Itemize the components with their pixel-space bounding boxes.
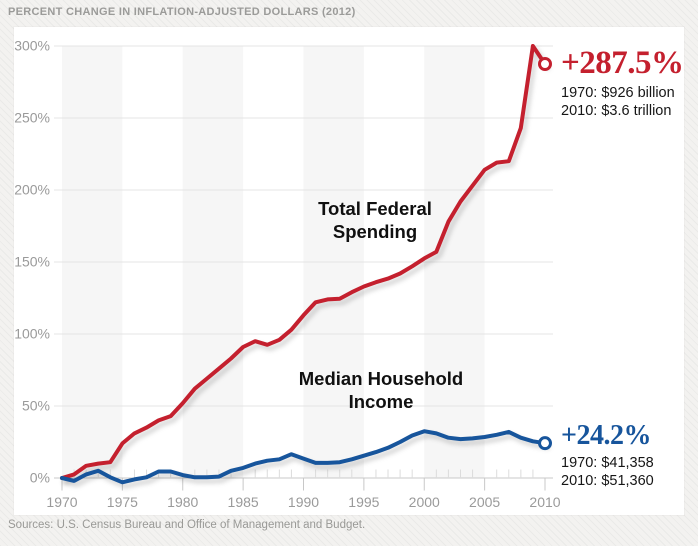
x-tick-label: 2010 [529,494,560,510]
x-tick-label: 2005 [469,494,500,510]
income-endpoint-marker [538,436,552,451]
x-tick-label: 1975 [107,494,138,510]
income-line [60,429,547,485]
spending-annotation: +287.5% 1970: $926 billion 2010: $3.6 tr… [561,45,684,120]
x-tick-label: 2000 [409,494,440,510]
x-tick-label: 1985 [228,494,259,510]
x-tick-label: 1970 [46,494,77,510]
y-tick-label: 0% [30,470,50,486]
spending-series-label-line2: Spending [332,221,418,242]
income-percent-change: +24.2% [561,420,651,451]
spending-endpoint-marker [538,57,552,71]
income-series-label: Median Household Income [286,367,476,413]
spending-2010-value: 2010: $3.6 trillion [561,103,672,119]
y-tick-label: 250% [14,110,50,126]
y-tick-label: 150% [14,254,50,270]
income-annotation: +24.2% 1970: $41,358 2010: $51,360 [561,420,654,490]
income-series-label-line2: Income [348,391,414,412]
spending-series-label-line1: Total Federal [318,198,432,219]
spending-percent-change: +287.5% [561,45,684,81]
source-attribution: Sources: U.S. Census Bureau and Office o… [8,519,366,531]
income-2010-value: 2010: $51,360 [561,473,654,489]
x-tick-label: 1980 [167,494,198,510]
income-series-label-line1: Median Household [298,368,464,389]
chart-title: PERCENT CHANGE IN INFLATION-ADJUSTED DOL… [8,6,356,18]
spending-line [60,44,547,480]
y-tick-label: 100% [14,326,50,342]
spending-1970-value: 1970: $926 billion [561,85,675,101]
y-tick-label: 300% [14,38,50,54]
y-tick-label: 50% [22,398,50,414]
x-tick-label: 1995 [348,494,379,510]
y-tick-label: 200% [14,182,50,198]
x-tick-label: 1990 [288,494,319,510]
spending-series-label: Total Federal Spending [280,197,470,243]
income-1970-value: 1970: $41,358 [561,455,654,471]
